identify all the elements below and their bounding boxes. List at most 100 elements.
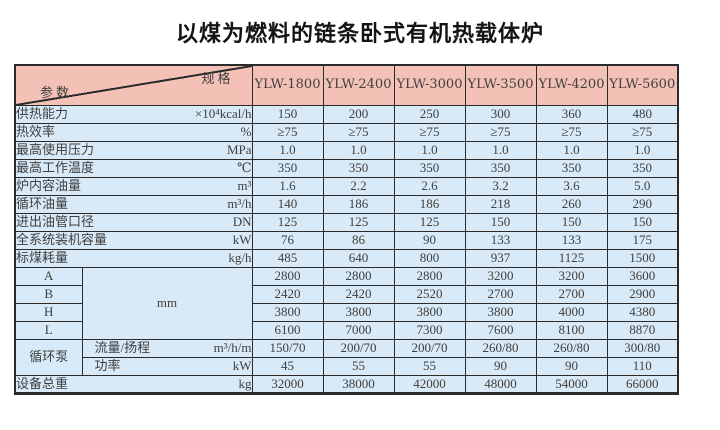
value-cell: 350 — [464, 158, 537, 178]
table-row: 标煤耗量 kg/h 485 640 800 937 1125 1500 — [14, 248, 679, 268]
value-cell: 7300 — [393, 320, 466, 340]
value-cell: ≥75 — [251, 122, 324, 142]
param-unit: ℃ — [236, 160, 252, 175]
param-label: 循环油量 — [16, 196, 69, 211]
param-label: 功率 — [94, 358, 121, 373]
value-cell: 260/80 — [464, 338, 537, 358]
value-cell: 937 — [464, 248, 537, 268]
param-cell: 最高使用压力 MPa — [14, 140, 253, 160]
table-row: 全系统装机容量 kW 76 86 90 133 133 175 — [14, 230, 679, 250]
model-header: YLW-4200 — [535, 64, 608, 106]
model-header: YLW-3000 — [393, 64, 466, 106]
param-cell: 热效率 % — [14, 122, 253, 142]
header-row: 规格 参数 YLW-1800 YLW-2400 YLW-3000 YLW-350… — [14, 64, 679, 106]
table-row: 热效率 % ≥75 ≥75 ≥75 ≥75 ≥75 ≥75 — [14, 122, 679, 142]
value-cell: 2420 — [251, 284, 324, 304]
table-row: 供热能力 ×10⁴kcal/h 150 200 250 300 360 480 — [14, 104, 679, 124]
table-row: 设备总重 kg 32000 38000 42000 48000 54000 66… — [14, 374, 679, 394]
value-cell: 1.0 — [606, 140, 679, 160]
value-cell: ≥75 — [606, 122, 679, 142]
value-cell: 8870 — [606, 320, 679, 340]
value-cell: 38000 — [322, 374, 395, 394]
value-cell: 250 — [393, 104, 466, 124]
value-cell: 800 — [393, 248, 466, 268]
value-cell: 4380 — [606, 302, 679, 322]
value-cell: 2700 — [535, 284, 608, 304]
value-cell: 300 — [464, 104, 537, 124]
param-label: 供热能力 — [16, 106, 69, 121]
param-label: 全系统装机容量 — [16, 232, 108, 247]
value-cell: 86 — [322, 230, 395, 250]
param-label: 设备总重 — [16, 375, 69, 391]
spec-table: 规格 参数 YLW-1800 YLW-2400 YLW-3000 YLW-350… — [14, 64, 679, 395]
value-cell: 125 — [322, 212, 395, 232]
value-cell: 350 — [251, 158, 324, 178]
dim-label: A — [14, 266, 83, 286]
value-cell: 260 — [535, 194, 608, 214]
param-label: 标煤耗量 — [16, 250, 69, 265]
param-cell: 供热能力 ×10⁴kcal/h — [14, 104, 253, 124]
table-row: 炉内容油量 m³ 1.6 2.2 2.6 3.2 3.6 5.0 — [14, 176, 679, 196]
value-cell: 6100 — [251, 320, 324, 340]
value-cell: 3.2 — [464, 176, 537, 196]
param-label: 最高使用压力 — [16, 142, 95, 157]
table-row: 循环泵 流量/扬程 m³/h/m 150/70 200/70 200/70 26… — [14, 338, 679, 376]
value-cell: 3800 — [251, 302, 324, 322]
model-header: YLW-5600 — [606, 64, 679, 106]
param-cell: 炉内容油量 m³ — [14, 176, 253, 196]
value-cell: 1.0 — [535, 140, 608, 160]
value-cell: 480 — [606, 104, 679, 124]
param-cell: 循环油量 m³/h — [14, 194, 253, 214]
value-cell: ≥75 — [535, 122, 608, 142]
table-row: 循环油量 m³/h 140 186 186 218 260 290 — [14, 194, 679, 214]
param-cell: 进出油管口径 DN — [14, 212, 253, 232]
value-cell: 1.0 — [464, 140, 537, 160]
corner-param-label: 参数 — [40, 84, 73, 100]
value-cell: 2700 — [464, 284, 537, 304]
dim-label: H — [14, 302, 83, 322]
value-cell: ≥75 — [393, 122, 466, 142]
value-cell: 5.0 — [606, 176, 679, 196]
value-cell: 350 — [393, 158, 466, 178]
value-cell: 186 — [322, 194, 395, 214]
table-row: A mm 2800 2800 2800 3200 3200 3600 — [14, 266, 679, 340]
param-unit: kW — [232, 232, 252, 247]
param-unit: m³/h/m — [213, 340, 252, 355]
value-cell: 1.6 — [251, 176, 324, 196]
value-cell: ≥75 — [464, 122, 537, 142]
param-unit: m³/h — [227, 196, 252, 211]
value-cell: 150 — [535, 212, 608, 232]
value-cell: 200/70 — [393, 338, 466, 358]
value-cell: 1125 — [535, 248, 608, 268]
param-cell: 标煤耗量 kg/h — [14, 248, 253, 268]
value-cell: 1500 — [606, 248, 679, 268]
value-cell: 55 — [322, 356, 395, 376]
value-cell: 2.2 — [322, 176, 395, 196]
param-cell: 最高工作温度 ℃ — [14, 158, 253, 178]
value-cell: 2800 — [393, 266, 466, 286]
value-cell: 260/80 — [535, 338, 608, 358]
value-cell: 3800 — [322, 302, 395, 322]
value-cell: 3600 — [606, 266, 679, 286]
table-row: 最高工作温度 ℃ 350 350 350 350 350 350 — [14, 158, 679, 178]
model-header: YLW-1800 — [251, 64, 324, 106]
value-cell: 150 — [251, 104, 324, 124]
value-cell: 350 — [606, 158, 679, 178]
value-cell: 290 — [606, 194, 679, 214]
value-cell: 76 — [251, 230, 324, 250]
model-header: YLW-2400 — [322, 64, 395, 106]
param-unit: kW — [232, 358, 252, 373]
pump-label: 循环泵 — [14, 338, 83, 376]
param-cell: 功率 kW — [81, 356, 253, 376]
value-cell: 42000 — [393, 374, 466, 394]
table-row: L 6100 7000 7300 7600 8100 8870 — [14, 320, 679, 340]
value-cell: 3200 — [535, 266, 608, 286]
value-cell: 218 — [464, 194, 537, 214]
value-cell: 54000 — [535, 374, 608, 394]
value-cell: 485 — [251, 248, 324, 268]
value-cell: 3800 — [393, 302, 466, 322]
param-label: 进出油管口径 — [16, 214, 95, 229]
table-row: 功率 kW 45 55 55 90 90 110 — [15, 356, 679, 376]
value-cell: 640 — [322, 248, 395, 268]
value-cell: 2800 — [251, 266, 324, 286]
